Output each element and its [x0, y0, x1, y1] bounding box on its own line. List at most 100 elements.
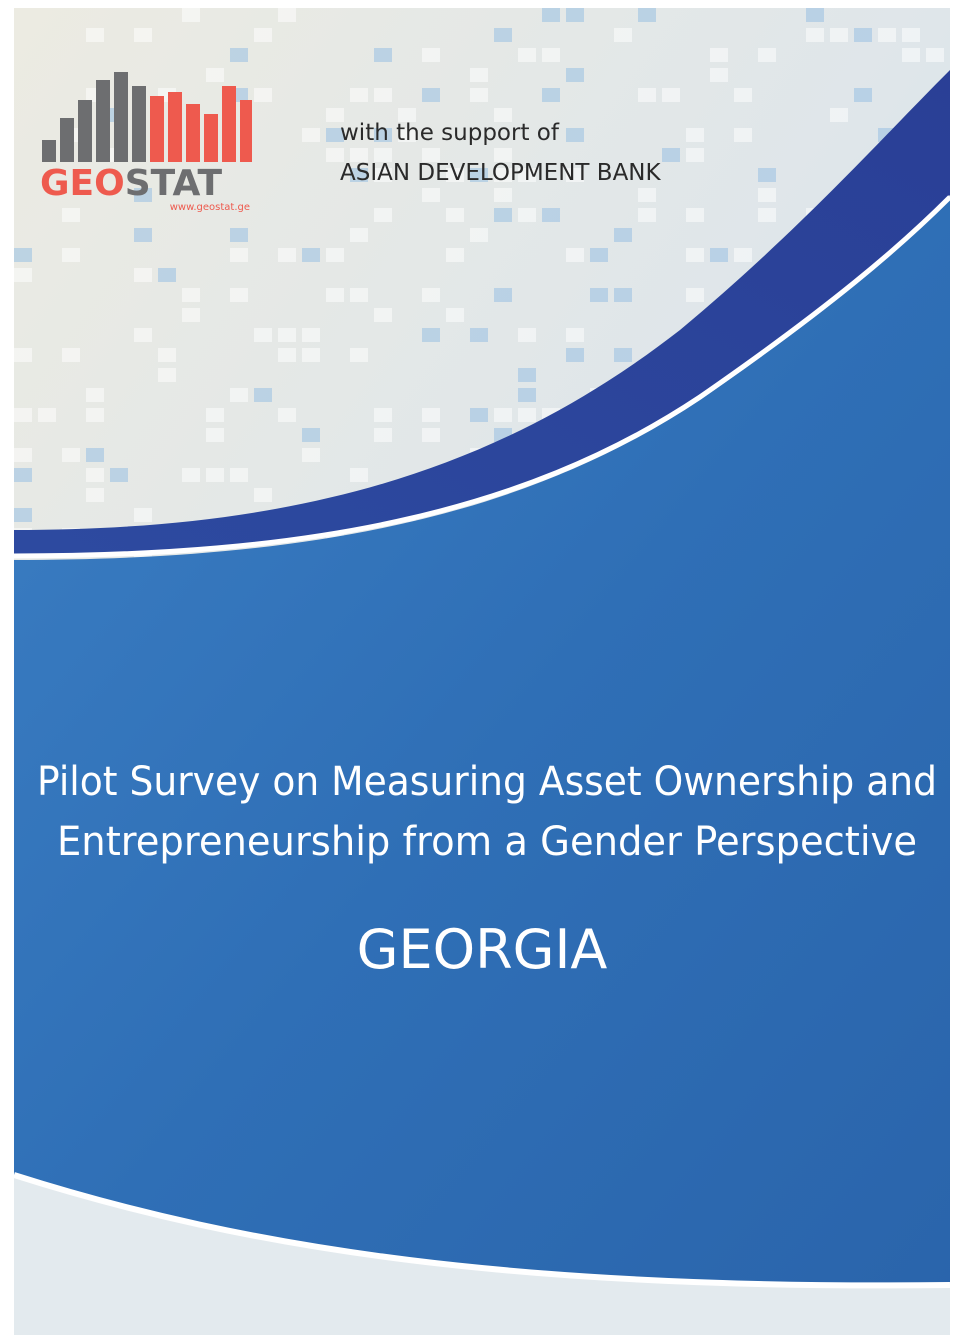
- blue-panel: [14, 200, 950, 1335]
- pattern-square: [86, 448, 104, 462]
- pattern-square: [758, 48, 776, 62]
- support-intro: with the support of: [340, 120, 560, 146]
- pattern-square: [566, 128, 584, 142]
- title-line: Pilot Survey on Measuring Asset Ownershi…: [37, 759, 937, 805]
- pattern-square: [62, 448, 80, 462]
- pattern-square: [422, 88, 440, 102]
- pattern-square: [494, 108, 512, 122]
- pattern-square: [350, 168, 368, 182]
- pattern-square: [422, 408, 440, 422]
- pattern-square: [950, 248, 956, 262]
- pattern-square: [182, 288, 200, 302]
- pattern-square: [902, 28, 920, 42]
- pattern-square: [230, 48, 248, 62]
- pattern-square: [374, 428, 392, 442]
- pattern-square: [14, 508, 32, 522]
- pattern-square: [230, 468, 248, 482]
- logo-name: GEOSTAT: [40, 163, 223, 204]
- pattern-square: [710, 248, 728, 262]
- pattern-square: [518, 368, 536, 382]
- title-line: Entrepreneurship from a Gender Perspecti…: [57, 819, 917, 865]
- pattern-square: [494, 168, 512, 182]
- pattern-square: [710, 48, 728, 62]
- pattern-square: [734, 248, 752, 262]
- pattern-square: [470, 228, 488, 242]
- pattern-square: [302, 328, 320, 342]
- pattern-square: [950, 528, 956, 542]
- pattern-square: [518, 168, 536, 182]
- pattern-square: [566, 8, 584, 22]
- pattern-square: [518, 328, 536, 342]
- pattern-square: [62, 348, 80, 362]
- pattern-square: [230, 248, 248, 262]
- pattern-square: [686, 128, 704, 142]
- pattern-square: [278, 348, 296, 362]
- pattern-square: [710, 68, 728, 82]
- swoosh-line: [14, 195, 950, 559]
- pattern-square: [254, 488, 272, 502]
- pattern-square: [134, 328, 152, 342]
- pattern-square: [542, 8, 560, 22]
- pattern-square: [638, 208, 656, 222]
- pattern-square: [86, 28, 104, 42]
- pattern-square: [422, 428, 440, 442]
- pattern-square: [686, 208, 704, 222]
- pattern-square: [374, 48, 392, 62]
- pattern-square: [494, 208, 512, 222]
- pattern-square: [638, 8, 656, 22]
- bottom-line: [14, 1172, 950, 1289]
- pattern-square: [230, 228, 248, 242]
- pattern-square: [230, 388, 248, 402]
- pattern-square: [518, 388, 536, 402]
- pattern-square: [470, 168, 488, 182]
- logo-name-part: GEO: [40, 163, 125, 204]
- pattern-square: [518, 408, 536, 422]
- pattern-square: [806, 28, 824, 42]
- pattern-square: [14, 268, 32, 282]
- pattern-square: [734, 88, 752, 102]
- pattern-square: [182, 8, 200, 22]
- pattern-square: [62, 208, 80, 222]
- pattern-square: [470, 88, 488, 102]
- pattern-square: [158, 368, 176, 382]
- pattern-square: [278, 8, 296, 22]
- pattern-square: [446, 168, 464, 182]
- pattern-square: [206, 428, 224, 442]
- support-organization: ASIAN DEVELOPMENT BANK: [340, 160, 662, 186]
- pattern-square: [590, 288, 608, 302]
- pattern-square: [950, 408, 956, 422]
- pattern-square: [950, 68, 956, 82]
- pattern-square: [686, 288, 704, 302]
- pattern-square: [14, 468, 32, 482]
- pattern-square: [494, 188, 512, 202]
- pattern-square: [326, 288, 344, 302]
- pattern-square: [758, 168, 776, 182]
- pattern-square: [350, 348, 368, 362]
- pattern-square: [134, 228, 152, 242]
- pattern-square: [374, 128, 392, 142]
- pattern-square: [230, 288, 248, 302]
- pattern-square: [422, 188, 440, 202]
- pattern-square: [350, 468, 368, 482]
- pattern-square: [278, 328, 296, 342]
- pattern-square: [278, 408, 296, 422]
- pattern-square: [14, 248, 32, 262]
- pattern-square: [278, 248, 296, 262]
- pattern-square: [542, 88, 560, 102]
- pattern-square: [590, 248, 608, 262]
- pattern-square: [182, 308, 200, 322]
- pattern-square: [542, 48, 560, 62]
- pattern-square: [494, 408, 512, 422]
- pattern-square: [86, 388, 104, 402]
- pattern-square: [446, 248, 464, 262]
- pattern-square: [758, 208, 776, 222]
- pattern-square: [734, 128, 752, 142]
- pattern-square: [518, 48, 536, 62]
- pattern-square: [830, 28, 848, 42]
- pattern-square: [302, 128, 320, 142]
- pattern-square: [302, 348, 320, 362]
- pattern-square: [542, 208, 560, 222]
- pattern-square: [326, 128, 344, 142]
- pattern-square: [374, 88, 392, 102]
- pattern-square: [854, 28, 872, 42]
